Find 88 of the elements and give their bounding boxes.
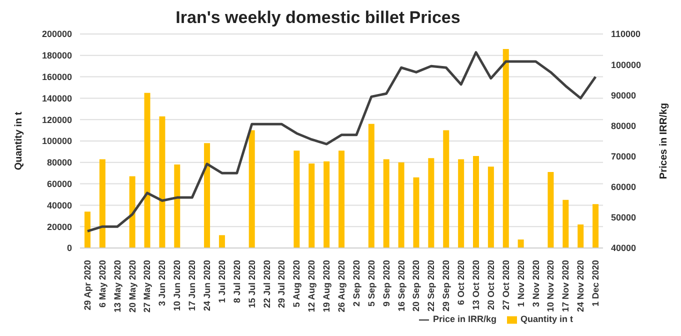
bar [518, 239, 524, 248]
y2-tick-label: 100000 [611, 60, 642, 70]
x-tick-label: 19 Aug 2020 [322, 260, 332, 312]
chart-title: Iran's weekly domestic billet Prices [174, 8, 462, 28]
x-tick-label: 8 Jul 2020 [232, 260, 242, 304]
y-tick-label: 160000 [42, 72, 72, 82]
bar [548, 172, 554, 248]
bar [502, 48, 509, 248]
x-tick-label: 15 Jul 2020 [246, 260, 257, 308]
y2-tick-label: 50000 [611, 212, 636, 223]
x-tick-label: 3 Jun 2020 [157, 260, 168, 306]
x-tick-label: 27 Oct 2020 [500, 260, 511, 310]
y-tick-label: 20000 [46, 222, 72, 232]
y-tick-label: 120000 [42, 114, 72, 125]
x-tick-label: 10 Jun 2020 [172, 260, 182, 312]
x-tick-label: 29 Jul 2020 [276, 260, 287, 308]
bar [578, 224, 584, 248]
bar [488, 166, 494, 248]
y2-tick-label: 70000 [611, 151, 636, 162]
y-tick-label: 0 [66, 243, 72, 254]
bar [592, 204, 599, 248]
x-tick-label: 3 Nov 2020 [530, 260, 541, 308]
y-tick-label: 140000 [42, 93, 72, 104]
x-tick-label: 1 Nov 2020 [516, 260, 526, 308]
x-tick-label: 10 Nov 2020 [546, 260, 556, 312]
bar [472, 156, 479, 248]
y-tick-label: 40000 [46, 200, 72, 210]
x-tick-label: 20 Sep 2020 [411, 260, 422, 312]
x-tick-label: 1 Jul 2020 [216, 260, 227, 304]
bar [413, 177, 420, 248]
y-tick-label: 200000 [42, 29, 72, 40]
bar [294, 150, 300, 248]
bar [368, 124, 374, 248]
y2-axis-title: Prices in IRR/kg [658, 102, 670, 180]
bar [324, 161, 330, 248]
x-tick-label: 12 Aug 2020 [306, 260, 317, 312]
x-tick-label: 20 May 2020 [127, 260, 138, 313]
y2-tick-label: 60000 [611, 182, 636, 192]
x-tick-label: 13 May 2020 [112, 260, 122, 313]
x-tick-label: 22 Sep 2020 [426, 260, 436, 312]
x-tick-label: 24 Nov 2020 [576, 260, 586, 312]
bar [383, 159, 390, 248]
bar [129, 176, 136, 248]
line-series [86, 51, 597, 232]
x-tick-label: 24 Jun 2020 [202, 260, 212, 312]
x-tick-label: 13 Oct 2020 [470, 260, 481, 310]
y2-tick-label: 80000 [611, 120, 636, 131]
x-tick-label: 20 Oct 2020 [486, 260, 496, 310]
bar [443, 130, 450, 248]
x-tick-label: 27 May 2020 [142, 260, 152, 313]
y-tick-label: 180000 [42, 50, 72, 61]
x-tick-label: 1 Dec 2020 [590, 260, 601, 307]
x-tick-label: 16 Sep 2020 [396, 260, 406, 312]
x-tick-label: 29 Apr 2020 [82, 260, 92, 310]
x-tick-label: 5 Sep 2020 [366, 260, 376, 307]
y-tick-label: 60000 [46, 178, 72, 189]
x-tick-label: 29 Sep 2020 [441, 260, 452, 312]
bar [99, 159, 106, 248]
y2-tick-label: 40000 [611, 243, 636, 254]
y-axis-title: Quantity in t [14, 111, 25, 170]
x-tick-label: 5 Aug 2020 [292, 260, 302, 308]
bar [159, 116, 166, 248]
y2-tick-label: 90000 [611, 90, 636, 100]
x-tick-label: 26 Aug 2020 [336, 260, 346, 312]
y-tick-label: 100000 [42, 136, 72, 146]
y2-tick-label: 110000 [611, 29, 641, 40]
y-tick-label: 80000 [46, 158, 72, 168]
bar [144, 92, 150, 248]
x-tick-label: 17 Jun 2020 [187, 260, 198, 312]
x-tick-label: 22 Jul 2020 [262, 260, 272, 308]
x-tick-label: 17 Nov 2020 [560, 260, 571, 312]
bar [174, 164, 180, 248]
bar [338, 150, 345, 248]
bar [562, 200, 569, 248]
x-tick-label: 2 Sep 2020 [351, 260, 362, 307]
bar [218, 235, 225, 248]
bar [458, 159, 464, 248]
x-tick-label: 6 May 2020 [97, 260, 108, 308]
bar [204, 143, 210, 248]
legend-label: Quantity in t [520, 314, 573, 324]
legend-label: Price in IRR/kg [432, 314, 496, 324]
x-tick-label: 9 Sep 2020 [381, 260, 392, 307]
x-tick-label: 6 Oct 2020 [456, 260, 466, 306]
bar [248, 130, 255, 248]
bar [84, 212, 90, 248]
bar [308, 163, 315, 248]
bar [398, 162, 404, 248]
bar [428, 158, 434, 248]
